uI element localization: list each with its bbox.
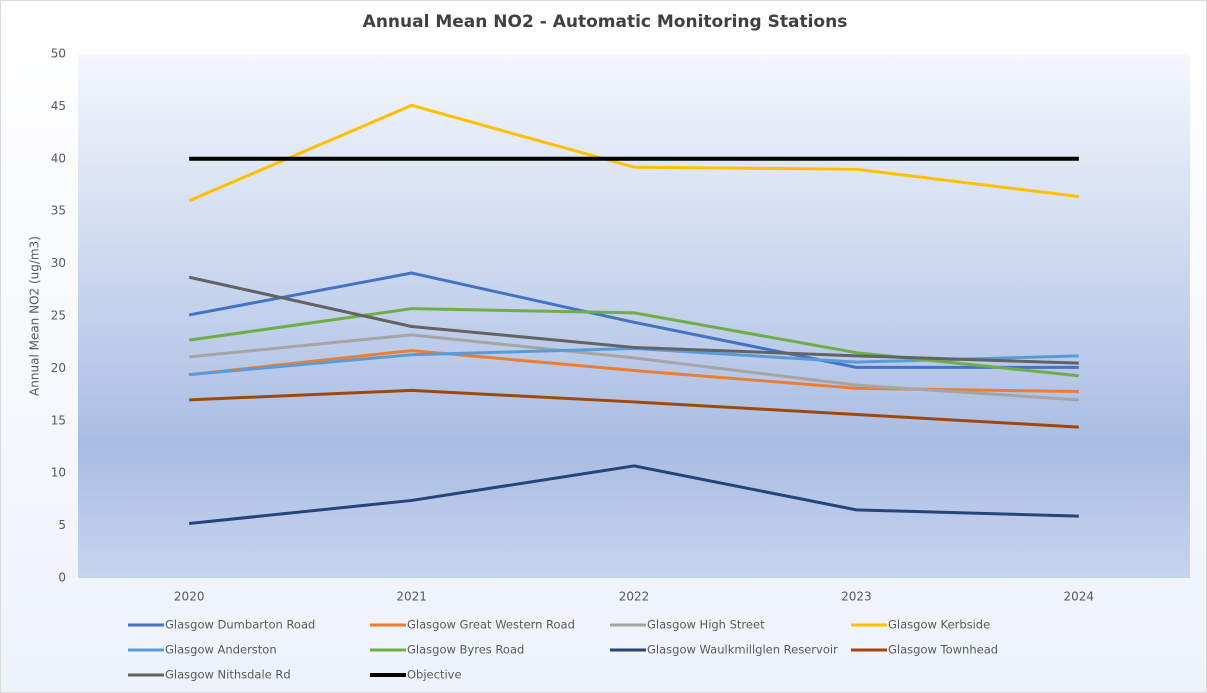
y-tick-label: 5 <box>58 518 66 532</box>
legend-text: Glasgow High Street <box>647 618 765 632</box>
y-tick-label: 40 <box>51 151 66 165</box>
series-line <box>188 275 1079 365</box>
series-line <box>188 271 1079 369</box>
y-axis-label: Annual Mean NO2 (ug/m3) <box>28 236 42 396</box>
legend-text: Objective <box>407 668 462 682</box>
y-tick-label: 35 <box>51 204 66 218</box>
legend-text: Glasgow Anderston <box>165 643 277 657</box>
legend-text: Glasgow Nithsdale Rd <box>165 668 291 682</box>
x-tick-label: 2020 <box>174 590 205 604</box>
y-tick-label: 50 <box>51 47 66 61</box>
series-line <box>189 333 1079 402</box>
legend-text: Glasgow Townhead <box>888 643 998 657</box>
legend-text: Glasgow Byres Road <box>407 643 524 657</box>
plot-area <box>78 54 1190 578</box>
y-tick-label: 15 <box>51 413 66 427</box>
chart-title: Annual Mean NO2 - Automatic Monitoring S… <box>363 12 848 32</box>
x-tick-label: 2024 <box>1064 590 1095 604</box>
series-line <box>189 464 1079 525</box>
x-tick-label: 2023 <box>841 590 872 604</box>
series-line <box>188 307 1079 378</box>
legend-text: Glasgow Waulkmillglen Reservoir <box>647 643 838 657</box>
y-tick-label: 25 <box>51 309 66 323</box>
y-tick-label: 30 <box>51 256 66 270</box>
series-line <box>188 103 1079 203</box>
y-tick-label: 45 <box>51 99 66 113</box>
legend-text: Glasgow Great Western Road <box>407 618 575 632</box>
legend-text: Glasgow Dumbarton Road <box>165 618 315 632</box>
legend-text: Glasgow Kerbside <box>888 618 990 632</box>
y-tick-label: 0 <box>58 571 66 585</box>
y-tick-label: 20 <box>51 361 66 375</box>
y-tick-label: 10 <box>51 466 66 480</box>
x-tick-label: 2022 <box>619 590 650 604</box>
series-line <box>189 388 1079 429</box>
x-tick-label: 2021 <box>396 590 427 604</box>
